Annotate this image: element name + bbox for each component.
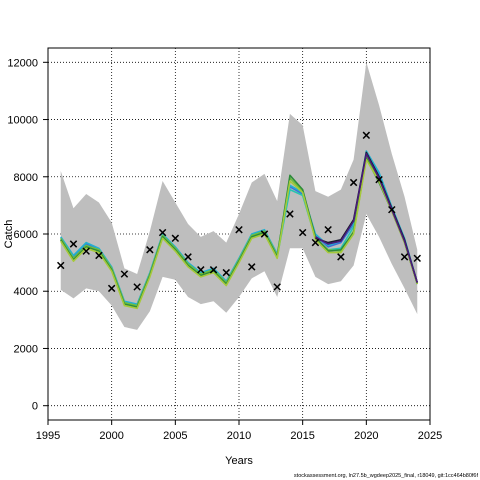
observed-point [95, 251, 103, 260]
x-tick-label: 2005 [163, 430, 187, 442]
observed-point [260, 230, 269, 238]
observed-point [286, 210, 294, 218]
series-lines [60, 150, 419, 310]
observed-point [197, 266, 205, 274]
observed-point [375, 175, 383, 184]
observed-point [82, 247, 90, 255]
confidence-band [60, 62, 418, 330]
observed-point [69, 240, 78, 248]
observed-point [311, 238, 320, 247]
observed-point [133, 283, 141, 291]
observed-point [57, 261, 65, 270]
x-axis: 1995 2000 2005 2010 2015 2020 2025 [36, 420, 442, 442]
series-line [315, 153, 419, 283]
observed-point [146, 246, 154, 254]
observed-point [362, 131, 371, 140]
observed-point [120, 270, 129, 278]
x-tick-label: 1995 [36, 430, 60, 442]
x-axis-label: Years [225, 455, 253, 467]
observed-point [222, 268, 230, 277]
y-axis-label: Catch [3, 220, 15, 249]
observed-point [324, 225, 332, 234]
y-tick-label: 10000 [7, 115, 38, 127]
footer-credit: stockassessment.org, ln27.5b_wgdeep2025_… [294, 473, 479, 479]
x-tick-label: 2020 [354, 430, 378, 442]
observed-point [400, 253, 409, 261]
y-tick-label: 0 [32, 401, 38, 413]
observed-point [184, 253, 192, 261]
y-tick-label: 8000 [14, 172, 38, 184]
observed-point [349, 178, 358, 187]
observed-point [107, 284, 116, 293]
y-axis: 0 2000 4000 6000 8000 10000 12000 [7, 57, 48, 413]
x-tick-label: 2015 [290, 430, 314, 442]
observed-point [298, 228, 307, 237]
confidence-band-area [60, 62, 418, 330]
x-tick-label: 2025 [418, 430, 442, 442]
observed-point [235, 225, 243, 234]
observed-point [337, 253, 345, 261]
observed-point [248, 263, 256, 271]
observed-point [171, 234, 180, 243]
observed-point [158, 228, 167, 237]
x-tick-label: 2010 [227, 430, 251, 442]
observed-point [413, 254, 421, 263]
series-line [60, 158, 419, 310]
y-tick-label: 12000 [7, 57, 38, 69]
observed-point [388, 205, 396, 214]
x-tick-label: 2000 [99, 430, 123, 442]
y-tick-label: 4000 [14, 286, 38, 298]
observed-point [273, 283, 281, 291]
observed-point [209, 266, 218, 274]
y-tick-label: 2000 [14, 343, 38, 355]
observed-catch-points [57, 131, 421, 293]
y-tick-label: 6000 [14, 229, 38, 241]
